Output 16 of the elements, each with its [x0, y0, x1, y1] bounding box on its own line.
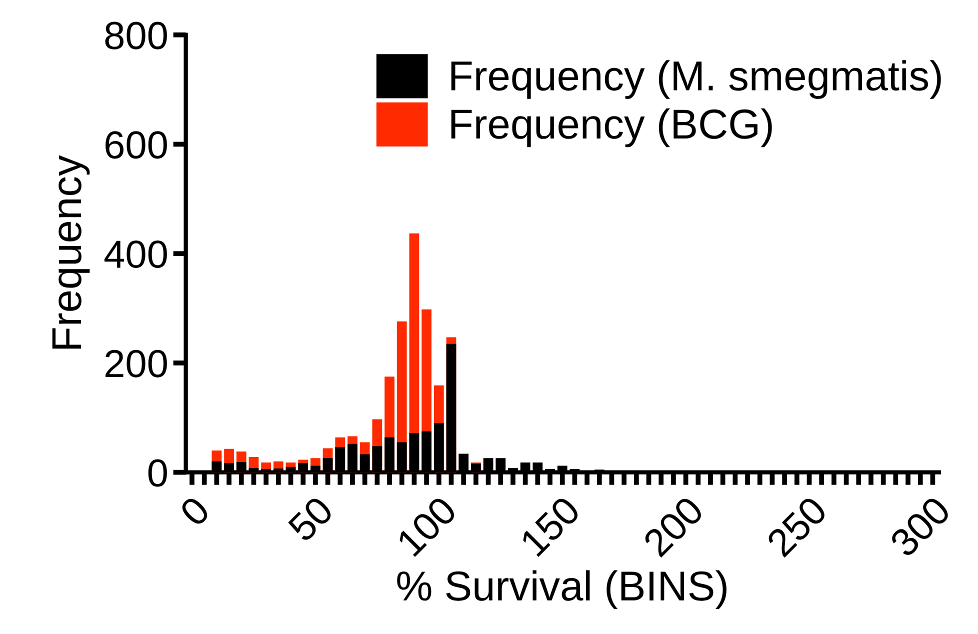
legend-label: Frequency (BCG): [451, 108, 772, 148]
x-tick-label: 50: [286, 494, 335, 543]
x-tick-label: 300: [888, 494, 952, 558]
legend-label: Frequency (M. smegmatis): [451, 60, 941, 99]
y-axis-title: Frequency: [52, 155, 90, 349]
y-tick-label: 600: [106, 131, 167, 159]
x-tick-label: 200: [642, 494, 705, 558]
x-tick-label: 0: [178, 494, 212, 528]
y-tick-label: 200: [106, 350, 167, 378]
y-tick-label: 400: [104, 240, 167, 268]
x-tick-label: 250: [765, 494, 828, 558]
x-axis-title: % Survival (BINS): [397, 570, 726, 610]
x-tick-label: 150: [519, 494, 582, 558]
y-tick-label: 800: [105, 22, 167, 50]
x-tick-label: 100: [396, 494, 458, 558]
y-tick-label: 0: [148, 459, 167, 487]
